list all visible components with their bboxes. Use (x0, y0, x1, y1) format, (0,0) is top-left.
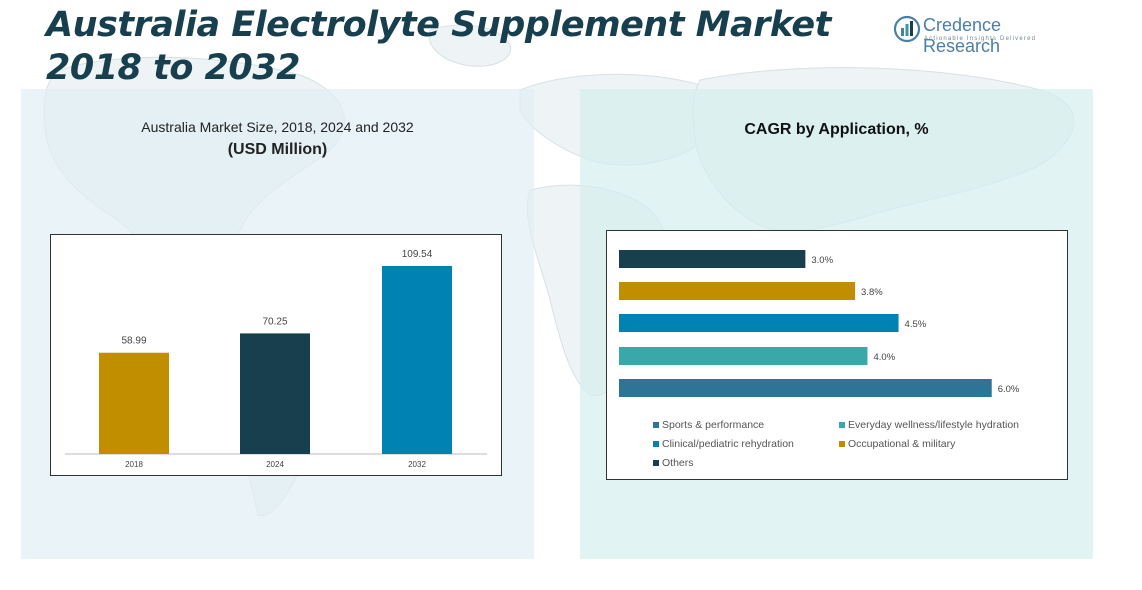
bar-2032 (382, 265, 452, 454)
credence-research-logo: Credence Research Actionable Insights De… (893, 14, 1083, 56)
legend-swatch (839, 441, 845, 447)
market-size-bar-chart: 58.99 2018 70.25 2024 109.54 2032 (50, 234, 502, 476)
hbar-clinical-pediatric-rehydration (619, 314, 899, 332)
value-label-sports-performance: 6.0% (998, 384, 1020, 395)
cagr-chart-title: CAGR by Application, % (744, 121, 929, 138)
value-label-2032: 109.54 (402, 249, 433, 260)
page-title: Australia Electrolyte Supplement Market … (46, 5, 831, 88)
legend-label: Others (662, 457, 694, 469)
hbar-everyday-wellness-lifestyle-hydration (619, 347, 868, 365)
value-label-2024: 70.25 (262, 316, 287, 327)
legend-item: Everyday wellness/lifestyle hydration (839, 419, 1019, 431)
legend-swatch (653, 441, 659, 447)
tick-label-2018: 2018 (125, 460, 143, 469)
legend-label: Occupational & military (848, 438, 956, 450)
hbar-occupational-military (619, 282, 856, 300)
legend-item: Occupational & military (839, 438, 955, 450)
cagr-bar-chart-svg: 3.0% 3.8% 4.5% 4.0% 6.0% (619, 250, 1020, 397)
legend-swatch (653, 460, 659, 466)
value-label-others: 3.0% (811, 255, 833, 266)
legend-label: Everyday wellness/lifestyle hydration (848, 419, 1019, 431)
value-label-clinical-pediatric-rehydration: 4.5% (905, 319, 927, 330)
bar-2024 (240, 333, 310, 454)
value-label-2018: 58.99 (121, 336, 146, 347)
legend-label: Clinical/pediatric rehydration (662, 438, 794, 450)
tick-label-2024: 2024 (266, 460, 284, 469)
bar-chart-circle-logo-icon (893, 15, 921, 43)
legend-item: Others (653, 457, 694, 469)
hbar-sports-performance (619, 379, 992, 397)
cagr-bar-chart: 3.0% 3.8% 4.5% 4.0% 6.0% Sports & performanc… (606, 230, 1068, 480)
bar-2018 (99, 352, 169, 454)
legend-item: Clinical/pediatric rehydration (653, 438, 794, 450)
legend-label: Sports & performance (662, 419, 765, 431)
market-size-bar-chart-svg: 58.99 2018 70.25 2024 109.54 2032 (65, 249, 487, 469)
legend-item: Sports & performance (653, 419, 764, 431)
logo-name: Credence Research (923, 15, 1002, 56)
legend-swatch (653, 422, 659, 428)
market-size-chart-title: Australia Market Size, 2018, 2024 and 20… (141, 119, 414, 135)
market-size-chart-subtitle: (USD Million) (227, 141, 328, 158)
value-label-occupational-military: 3.8% (861, 287, 883, 298)
legend-swatch (839, 422, 845, 428)
tick-label-2032: 2032 (408, 460, 426, 469)
hbar-others (619, 250, 806, 268)
value-label-everyday-wellness-lifestyle-hydration: 4.0% (873, 352, 895, 363)
logo-tagline: Actionable Insights Delivered (924, 36, 1037, 42)
